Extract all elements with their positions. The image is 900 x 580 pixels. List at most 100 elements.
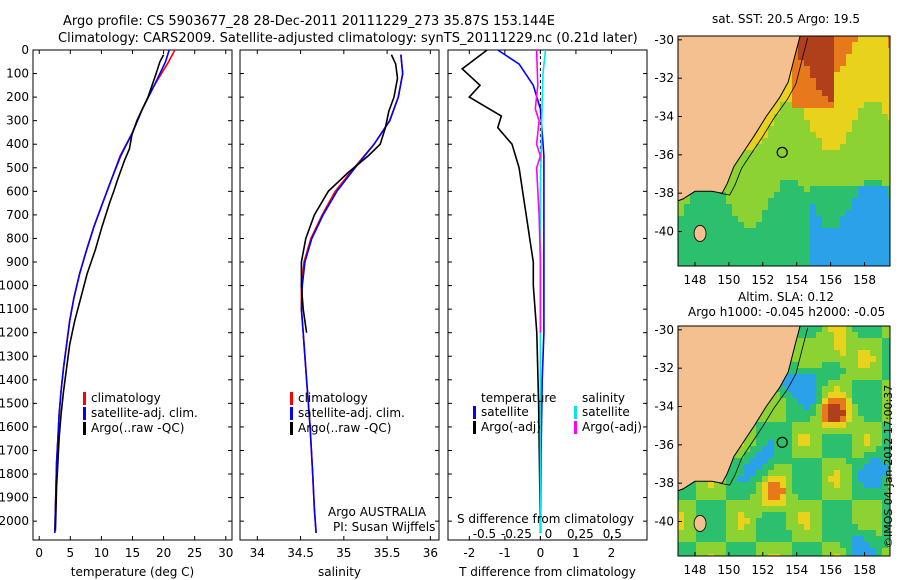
map-cell: [762, 198, 769, 205]
map-cell: [840, 404, 847, 411]
map-cell: [804, 464, 811, 471]
map-cell: [798, 144, 805, 151]
map-cell: [858, 252, 865, 259]
map-cell: [780, 380, 787, 387]
map-cell: [810, 494, 817, 501]
map-cell: [804, 548, 811, 555]
map-cell: [810, 458, 817, 465]
map-cell: [852, 464, 859, 471]
map-cell: [732, 204, 739, 211]
map-cell: [828, 192, 835, 199]
map-cell: [696, 246, 703, 253]
map-cell: [846, 380, 853, 387]
map-cell: [726, 548, 733, 555]
map-cell: [852, 452, 859, 459]
map-cell: [888, 476, 890, 483]
map-cell: [834, 144, 841, 151]
map-cell: [678, 554, 685, 556]
map-cell: [828, 126, 835, 133]
map-cell: [780, 494, 787, 501]
map-cell: [756, 530, 763, 537]
map-cell: [840, 536, 847, 543]
map-cell: [846, 464, 853, 471]
map-cell: [882, 132, 889, 139]
map-cell: [798, 362, 805, 369]
map-cell: [834, 186, 841, 193]
map-cell: [768, 144, 775, 151]
map-cell: [870, 204, 877, 211]
map-cell: [774, 476, 781, 483]
map-cell: [834, 252, 841, 259]
map-cell: [804, 458, 811, 465]
map-cell: [852, 48, 859, 55]
map-cell: [888, 470, 890, 477]
map-cell: [780, 192, 787, 199]
map-cell: [774, 428, 781, 435]
map-cell: [708, 548, 715, 555]
map-cell: [792, 252, 799, 259]
y-tick-label: 200: [6, 90, 29, 104]
map-cell: [846, 90, 853, 97]
x-axis-label: salinity: [318, 565, 361, 579]
map-cell: [834, 66, 841, 73]
map-cell: [810, 506, 817, 513]
y-tick-label: 800: [6, 231, 29, 245]
map-cell: [822, 186, 829, 193]
map-cell: [882, 120, 889, 127]
map-cell: [738, 192, 745, 199]
map-cell: [870, 180, 877, 187]
map-cell: [870, 42, 877, 49]
map-cell: [822, 246, 829, 253]
map-cell: [780, 464, 787, 471]
map-cell: [768, 252, 775, 259]
map-cell: [870, 332, 877, 339]
map-cell: [756, 470, 763, 477]
map-cell: [852, 416, 859, 423]
map-cell: [882, 78, 889, 85]
map-cell: [786, 554, 793, 556]
map-cell: [858, 228, 865, 235]
map-cell: [810, 48, 817, 55]
map-cell: [810, 42, 817, 49]
map-cell: [876, 150, 883, 157]
map-cell: [864, 210, 871, 217]
map-cell: [834, 162, 841, 169]
map-cell: [888, 374, 890, 381]
map-cell: [822, 428, 829, 435]
map-cell: [852, 356, 859, 363]
map-cell: [816, 452, 823, 459]
map-cell: [732, 258, 739, 265]
map-cell: [888, 530, 890, 537]
map-cell: [846, 530, 853, 537]
map-cell: [840, 416, 847, 423]
map-cell: [750, 536, 757, 543]
map-cell: [888, 48, 890, 55]
map-cell: [756, 554, 763, 556]
map-cell: [780, 156, 787, 163]
map-cell: [816, 392, 823, 399]
map-cell: [804, 264, 811, 266]
map-cell: [882, 464, 889, 471]
map-cell: [858, 506, 865, 513]
map-cell: [798, 42, 805, 49]
map-cell: [732, 548, 739, 555]
map-cell: [834, 234, 841, 241]
map-cell: [768, 156, 775, 163]
map-cell: [882, 174, 889, 181]
map-cell: [858, 258, 865, 265]
map-cell: [840, 144, 847, 151]
map-cell: [750, 216, 757, 223]
map-cell: [816, 470, 823, 477]
map-cell: [798, 150, 805, 157]
map-cell: [858, 54, 865, 61]
map-cell: [816, 258, 823, 265]
map-cell: [888, 536, 890, 543]
map-cell: [822, 332, 829, 339]
map-cell: [846, 512, 853, 519]
map-cell: [840, 90, 847, 97]
map-cell: [792, 452, 799, 459]
map-cell: [684, 216, 691, 223]
map-cell: [774, 398, 781, 405]
map-cell: [864, 392, 871, 399]
map-cell: [840, 446, 847, 453]
